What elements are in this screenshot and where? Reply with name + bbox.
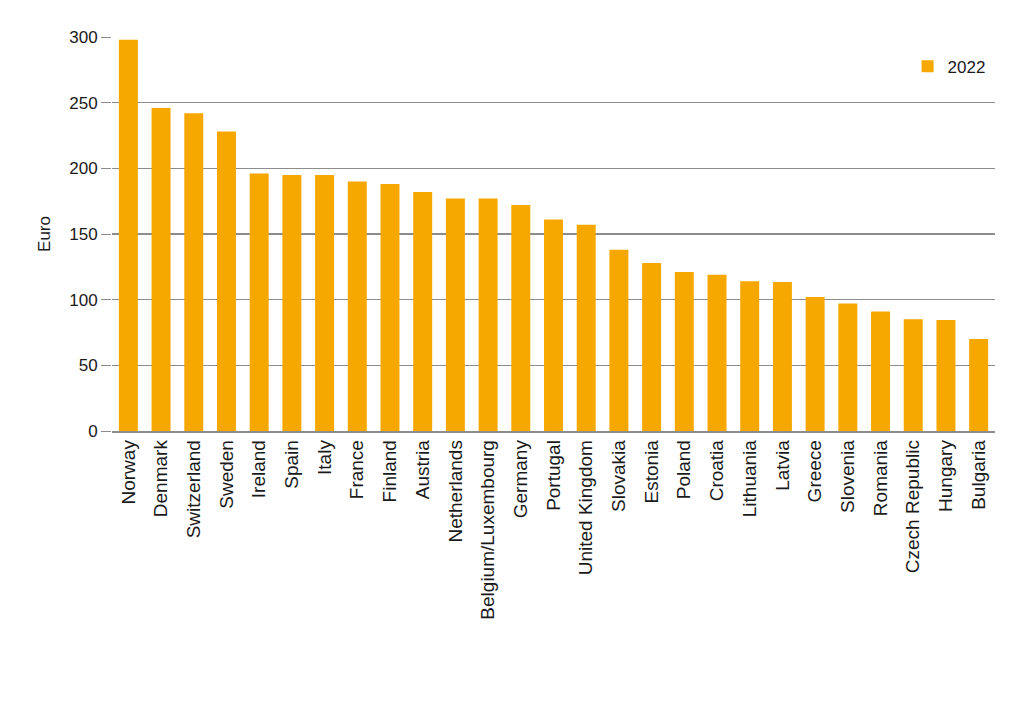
svg-text:200: 200 xyxy=(69,159,97,178)
svg-text:0: 0 xyxy=(88,422,97,441)
svg-text:Romania: Romania xyxy=(870,440,891,516)
svg-text:Austria: Austria xyxy=(412,440,433,500)
svg-text:Belgium/Luxembourg: Belgium/Luxembourg xyxy=(477,440,498,620)
svg-text:250: 250 xyxy=(69,94,97,113)
svg-text:Italy: Italy xyxy=(314,440,335,475)
svg-text:Ireland: Ireland xyxy=(248,440,269,498)
svg-text:Denmark: Denmark xyxy=(150,440,171,518)
svg-text:Greece: Greece xyxy=(804,440,825,502)
svg-text:Czech Republic: Czech Republic xyxy=(902,440,923,573)
svg-text:Portugal: Portugal xyxy=(543,440,564,511)
svg-text:Lithuania: Lithuania xyxy=(739,440,760,518)
svg-text:50: 50 xyxy=(79,356,98,375)
svg-text:Latvia: Latvia xyxy=(772,440,793,491)
svg-text:300: 300 xyxy=(69,28,97,47)
svg-text:Germany: Germany xyxy=(510,440,531,519)
svg-text:Sweden: Sweden xyxy=(216,440,237,509)
svg-text:Slovakia: Slovakia xyxy=(608,440,629,512)
svg-text:Netherlands: Netherlands xyxy=(445,440,466,542)
svg-text:Spain: Spain xyxy=(281,440,302,489)
svg-text:Switzerland: Switzerland xyxy=(183,440,204,538)
svg-text:100: 100 xyxy=(69,291,97,310)
svg-text:Croatia: Croatia xyxy=(706,440,727,502)
svg-text:2022: 2022 xyxy=(948,58,986,77)
svg-text:Finland: Finland xyxy=(379,440,400,502)
svg-text:Norway: Norway xyxy=(118,440,139,505)
svg-text:Bulgaria: Bulgaria xyxy=(968,440,989,510)
svg-text:Estonia: Estonia xyxy=(641,440,662,504)
svg-text:Euro: Euro xyxy=(35,216,54,252)
svg-text:Hungary: Hungary xyxy=(935,440,956,512)
svg-text:United Kingdom: United Kingdom xyxy=(575,440,596,575)
svg-text:150: 150 xyxy=(69,225,97,244)
svg-text:France: France xyxy=(346,440,367,499)
svg-text:Poland: Poland xyxy=(673,440,694,499)
svg-text:Slovenia: Slovenia xyxy=(837,440,858,513)
